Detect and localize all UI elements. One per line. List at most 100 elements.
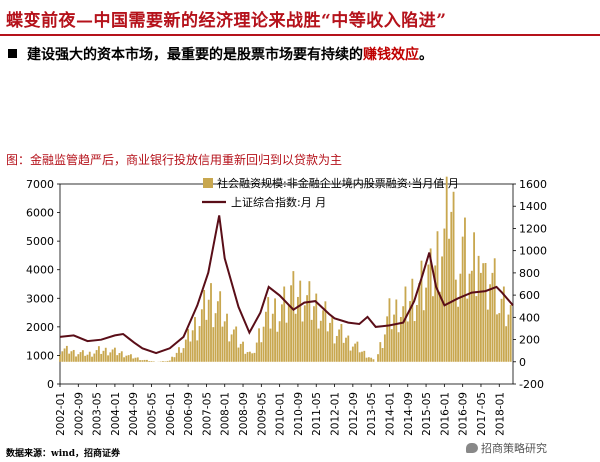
bar-mark (109, 352, 112, 362)
bar-mark (303, 305, 306, 362)
bar-mark (422, 310, 425, 362)
bar-mark (260, 342, 263, 362)
bar-mark (287, 304, 290, 362)
bar-mark (198, 326, 201, 362)
bar-mark (203, 290, 206, 362)
left-tick-label: 7000 (26, 178, 54, 191)
bar-mark (313, 306, 315, 362)
bar-mark (210, 283, 212, 362)
bar-mark (354, 343, 357, 362)
bullet-text: 建设强大的资本市场，最重要的是股票市场要有持续的 (27, 47, 363, 63)
left-tick-label: 0 (47, 378, 54, 391)
x-tick-label: 2011-05 (311, 392, 323, 436)
bar-mark (402, 306, 405, 362)
bar-mark (68, 353, 71, 362)
bar-mark (306, 295, 309, 362)
right-tick-label: 1400 (519, 200, 547, 213)
figure-title: 图：金融监管趋严后，商业银行投放信用重新回归到以贷款为主 (6, 153, 343, 167)
bar-mark (388, 298, 391, 362)
bar-mark (489, 284, 492, 362)
bar-mark (77, 354, 80, 362)
bar-mark (452, 191, 455, 362)
bar-mark (356, 341, 359, 362)
x-tick-label: 2006-09 (183, 392, 195, 436)
bar-mark (162, 361, 164, 362)
bar-mark (315, 293, 318, 362)
bar-mark (443, 228, 446, 362)
bar-mark (491, 272, 494, 362)
bar-mark (432, 296, 434, 362)
bar-mark (61, 351, 64, 362)
bar-mark (182, 348, 185, 362)
bar-mark (226, 313, 228, 362)
bar-mark (84, 355, 87, 362)
bar-mark (333, 343, 336, 362)
slide-title: 蝶变前夜—中国需要新的经济理论来战胜“中等收入陷进” (6, 11, 447, 31)
wechat-icon (466, 443, 478, 453)
bar-mark (466, 298, 469, 362)
bar-mark (445, 176, 448, 362)
bar-mark (141, 360, 144, 362)
bar-mark (381, 348, 384, 362)
bar-mark (274, 298, 276, 362)
x-tick-label: 2016-09 (458, 392, 470, 436)
bar-mark (63, 348, 66, 362)
right-tick-label: 1000 (519, 245, 547, 258)
bar-mark (65, 345, 68, 362)
bar-mark (347, 335, 350, 362)
bar-mark (329, 322, 331, 362)
bar-mark (434, 265, 437, 362)
right-tick-label: 800 (519, 267, 540, 280)
bar-mark (457, 306, 460, 362)
bar-mark (97, 346, 100, 362)
bar-mark (86, 354, 89, 362)
x-tick-label: 2017-05 (476, 392, 488, 436)
bar-mark (383, 334, 386, 362)
bar-mark (79, 352, 82, 362)
bar-mark (125, 355, 128, 362)
bar-mark (219, 291, 222, 362)
x-tick-label: 2009-05 (256, 392, 268, 436)
x-tick-label: 2003-05 (92, 392, 104, 436)
bar-mark (235, 326, 238, 362)
bar-mark (244, 353, 247, 362)
bar-mark (216, 301, 219, 362)
bar-mark (500, 298, 503, 362)
bar-mark (230, 334, 233, 362)
bar-mark (308, 281, 311, 362)
bar-mark (118, 353, 121, 362)
bar-mark (310, 319, 313, 362)
bar-mark (264, 311, 267, 362)
x-tick-label: 2007-05 (201, 392, 213, 436)
bar-mark (196, 340, 199, 362)
bar-mark (363, 350, 366, 362)
bar-mark (120, 351, 123, 362)
bar-mark (251, 353, 254, 362)
watermark: 招商策略研究 (466, 440, 547, 456)
bar-mark (399, 316, 402, 362)
bar-mark (180, 352, 183, 362)
bar-mark (297, 296, 299, 362)
x-tick-label: 2010-01 (275, 392, 287, 436)
left-tick-label: 4000 (26, 264, 54, 277)
bar-mark (246, 352, 249, 362)
bar-mark (393, 314, 395, 362)
bar-mark (59, 354, 61, 362)
x-tick-label: 2002-01 (55, 392, 67, 436)
bar-mark (194, 317, 196, 362)
bar-mark (278, 321, 281, 362)
bar-mark (370, 357, 373, 362)
bar-mark (496, 314, 498, 362)
bar-mark (454, 279, 457, 362)
bar-mark (448, 238, 450, 362)
bar-mark (438, 291, 441, 362)
bar-mark (482, 263, 485, 362)
bar-mark (358, 352, 361, 362)
bar-mark (429, 248, 432, 362)
bar-mark (409, 301, 411, 362)
bar-mark (93, 353, 96, 362)
title-divider (0, 34, 600, 36)
bar-mark (301, 321, 304, 362)
bar-mark (386, 316, 389, 362)
bar-mark (113, 347, 116, 362)
